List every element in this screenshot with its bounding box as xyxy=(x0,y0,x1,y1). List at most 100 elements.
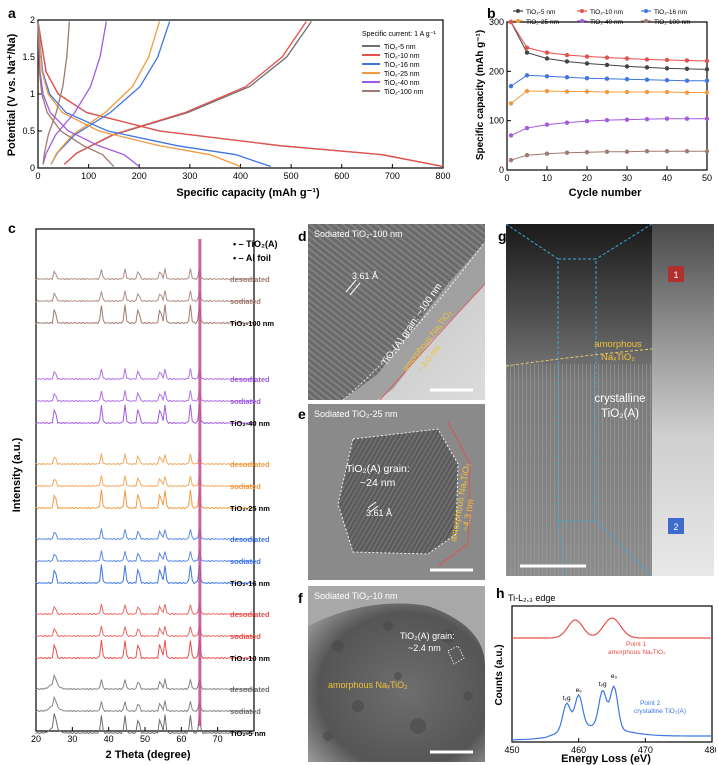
panel-e-title: Sodiated TiO₂-25 nm xyxy=(314,409,398,419)
panel-a-charge-curve xyxy=(50,21,161,165)
panel-f-label: f xyxy=(298,590,303,606)
panel-c-pattern-label: sodiated xyxy=(230,557,261,566)
panel-b-data-point xyxy=(624,149,630,154)
panel-b-series-line xyxy=(510,118,707,136)
panel-a-xtick-label: 400 xyxy=(233,171,248,181)
panel-b-data-point xyxy=(544,50,550,55)
panel-a-xtick-label: 700 xyxy=(385,171,400,181)
panel-c-legend-tio2: • – TiO₂(A) xyxy=(233,239,278,249)
panel-b-data-point xyxy=(544,74,550,79)
panel-b-data-point xyxy=(664,78,670,83)
panel-b-legend-marker xyxy=(644,19,648,23)
panel-b-data-point xyxy=(644,77,650,82)
panel-c-pattern-line xyxy=(35,268,255,281)
panel-b-data-point xyxy=(604,55,610,60)
panel-a-xtick-label: 500 xyxy=(284,171,299,181)
panel-b-frame xyxy=(506,21,708,171)
panel-a-xlabel: Specific capacity (mAh g⁻¹) xyxy=(176,187,320,199)
panel-c-pattern-line xyxy=(35,404,255,425)
panel-b-data-point xyxy=(644,57,650,62)
panel-c-frame xyxy=(35,228,255,732)
panel-b-data-point xyxy=(704,116,710,121)
panel-h-point2-line1: Point 2 xyxy=(640,700,661,707)
panel-h-point1-spectrum xyxy=(512,617,712,639)
panel-b-data-point xyxy=(624,77,630,82)
panel-g-stem-image: 1 2 amorphous NaₓTiO₂ crystalline TiO₂(A… xyxy=(506,224,714,576)
panel-a-charge-curve xyxy=(42,21,71,165)
panel-f-tem-image: Sodiated TiO₂-10 nm TiO₂(A) grain: ~2.4 … xyxy=(308,586,485,762)
panel-b-legend-entry: TiO₂-5 nm xyxy=(526,9,555,16)
panel-d-tem-image: Sodiated TiO₂-100 nm 3.61 Å TiO₂(A) grai… xyxy=(308,224,485,400)
panel-b-data-point xyxy=(664,89,670,95)
panel-c-pattern-line xyxy=(35,528,255,541)
panel-b-series-line xyxy=(510,21,708,62)
panel-c-pattern-line xyxy=(35,639,255,660)
panel-b-data-point xyxy=(544,151,550,156)
panel-f-grain-line1: TiO₂(A) grain: xyxy=(400,631,455,641)
panel-a-ytick-label: 0 xyxy=(30,163,35,173)
panel-b-data-point xyxy=(684,149,690,154)
panel-b-data-point xyxy=(524,50,530,55)
panel-c-pattern-line xyxy=(35,453,255,466)
panel-c-pattern-line xyxy=(35,673,255,691)
panel-b-data-point xyxy=(644,89,650,95)
panel-c-pattern-label: TiO₂-25 nm xyxy=(230,504,270,513)
panel-g-crystalline-line2: TiO₂(A) xyxy=(601,408,639,420)
panel-b-data-point xyxy=(544,88,550,94)
panel-a-chart: a 0 100 200 300 400 500 600 700 800 0 0.5 1 1.5 2 Spe… xyxy=(6,5,451,199)
panel-b-data-point xyxy=(604,89,610,95)
panel-c-xtick-label: 70 xyxy=(213,734,223,744)
panel-a-ylabel: Potential (V vs. Na⁺/Na) xyxy=(6,33,18,156)
panel-c-pattern-label: TiO₂-10 nm xyxy=(230,654,270,663)
panel-c-pattern-line xyxy=(35,368,255,381)
panel-b-data-point xyxy=(524,153,530,158)
panel-a-xtick-label: 800 xyxy=(435,171,450,181)
panel-b-legend-marker xyxy=(580,19,584,23)
panel-b-data-point xyxy=(508,157,514,163)
panel-a-xtick-label: 0 xyxy=(35,171,40,181)
panel-b-data-point xyxy=(508,19,514,25)
panel-b-data-point xyxy=(684,90,690,95)
panel-f-title: Sodiated TiO₂-10 nm xyxy=(314,591,398,601)
panel-h-point2-spectrum xyxy=(511,684,713,741)
panel-c-pattern-label: TiO₂-100 nm xyxy=(230,319,274,328)
panel-c-pattern-line xyxy=(35,390,255,403)
panel-b-data-point xyxy=(524,125,530,131)
panel-b-ylabel: Specific capacity (mAh g⁻¹) xyxy=(475,30,486,160)
panel-b-ytick-label: 200 xyxy=(489,66,504,76)
panel-a-ytick-label: 1.5 xyxy=(22,52,35,62)
panel-a-legend-entry: TiO₂-100 nm xyxy=(384,89,424,96)
panel-c-al-foil-peak xyxy=(198,239,202,726)
panel-a-ytick-label: 1 xyxy=(30,89,35,99)
panel-b-xlabel: Cycle number xyxy=(569,187,642,199)
panel-c-pattern-label: sodiated xyxy=(230,482,261,491)
panel-b-data-point xyxy=(544,122,550,127)
panel-b-legend-marker xyxy=(644,9,648,13)
panel-e-grain-line1: TiO₂(A) grain: xyxy=(346,463,410,475)
panel-c-pattern-line xyxy=(35,625,255,638)
panel-b-data-point xyxy=(644,149,650,154)
panel-f-grain-line2: ~2.4 nm xyxy=(408,643,441,653)
panel-b-data-point xyxy=(624,56,630,61)
panel-c-pattern-label: TiO₂-16 nm xyxy=(230,579,270,588)
panel-b-data-point xyxy=(644,116,650,122)
panel-h-peak-label: t₂g xyxy=(563,695,571,702)
panel-b-data-point xyxy=(704,78,710,83)
panel-c-pattern-label: desodiated xyxy=(230,275,270,284)
panel-b-data-point xyxy=(544,56,550,61)
panel-b-data-point xyxy=(564,150,570,155)
panel-b-legend-entry: TiO₂-25 nm xyxy=(526,19,559,26)
panel-a-discharge-curve xyxy=(37,21,272,168)
panel-e-spacing: 3.61 Å xyxy=(366,508,392,518)
panel-c-pattern-label: TiO₂-5 nm xyxy=(230,729,266,738)
panel-e-grain-line2: ~24 nm xyxy=(360,477,396,489)
panel-b-data-point xyxy=(604,149,610,154)
panel-b-data-point xyxy=(684,66,690,72)
panel-c-xtick-label: 40 xyxy=(104,734,114,744)
panel-b-data-point xyxy=(584,61,590,66)
panel-c-xlabel: 2 Theta (degree) xyxy=(106,749,191,761)
panel-c-chart: c 20 30 40 50 60 70 desodiated sodiated TiO₂-100… xyxy=(8,220,278,761)
panel-a-legend-entry: TiO₂-10 nm xyxy=(384,53,420,60)
panel-c-pattern-line xyxy=(35,290,255,303)
panel-b-data-point xyxy=(664,66,670,71)
